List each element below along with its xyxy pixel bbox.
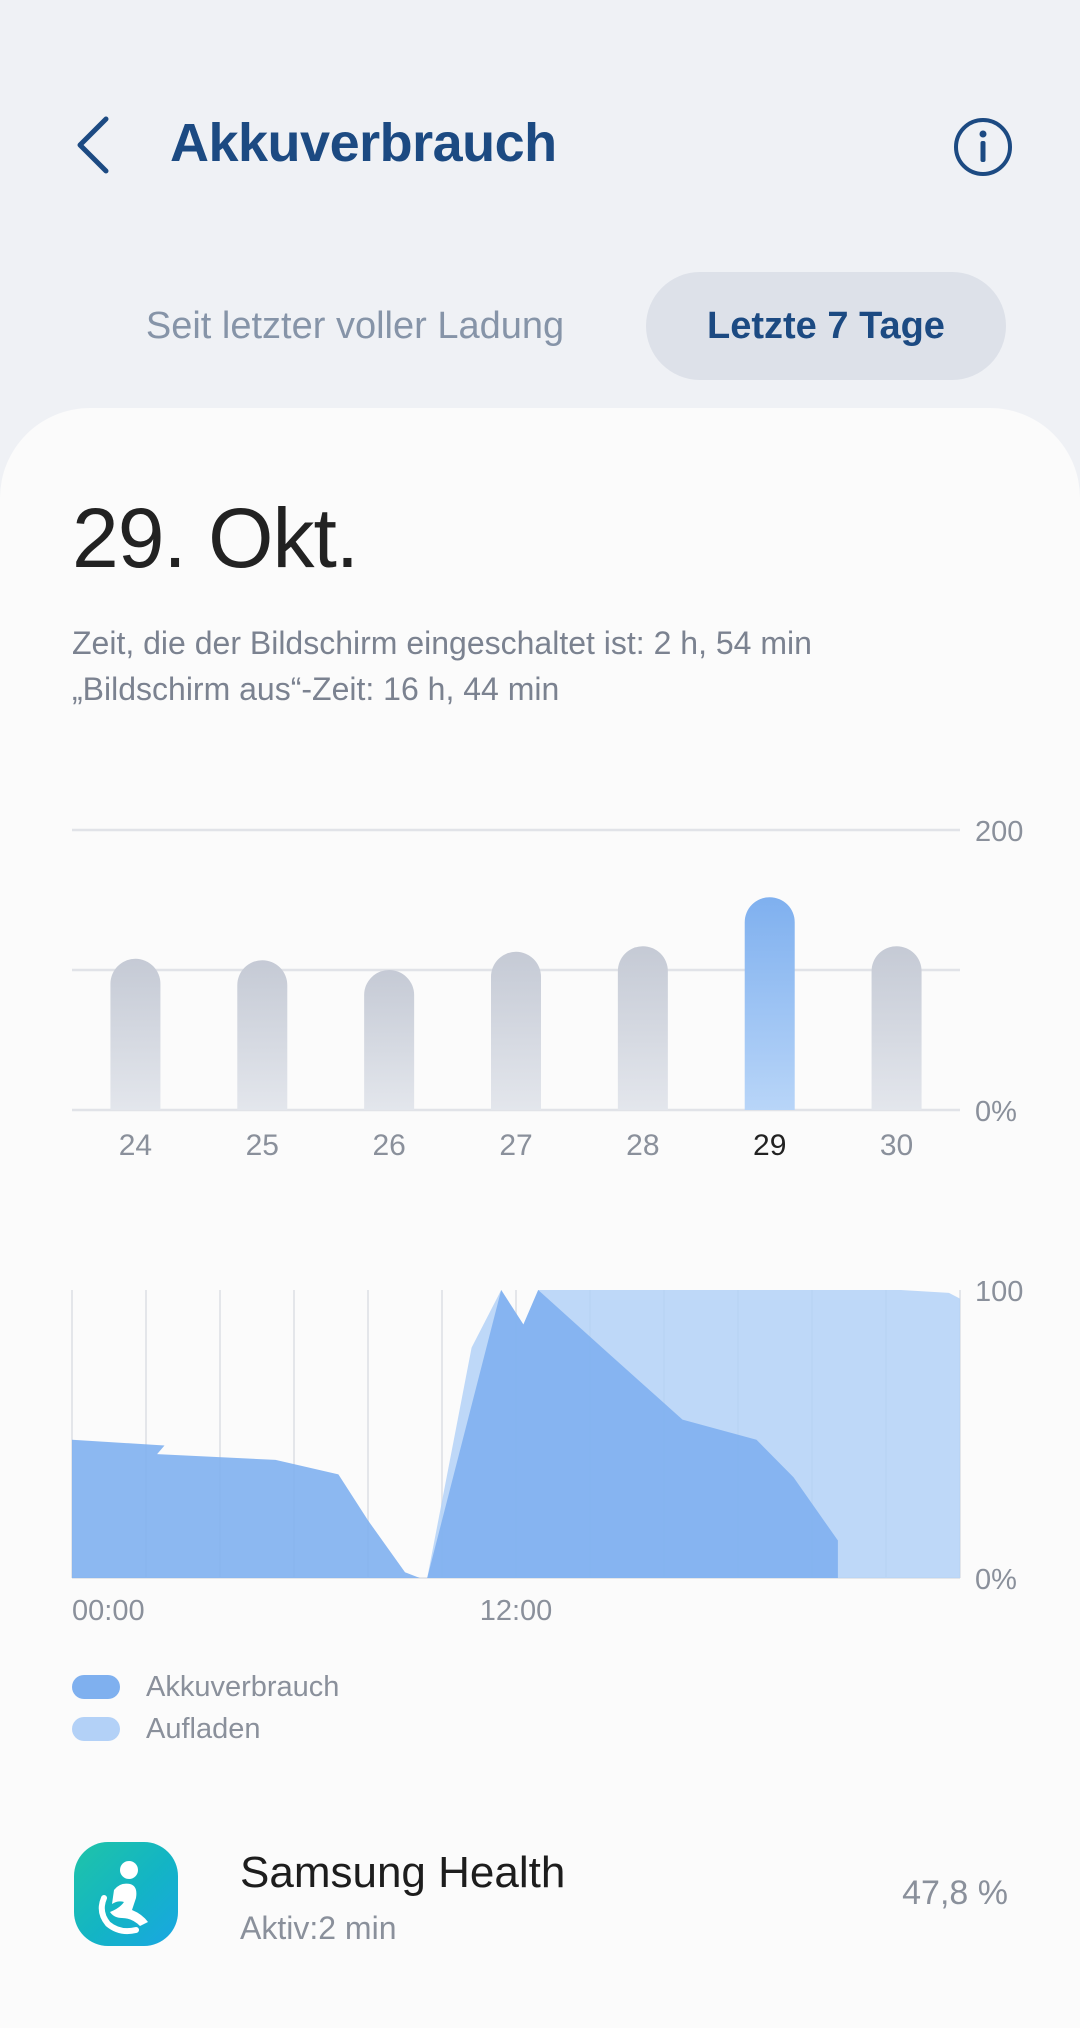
selected-date: 29. Okt.	[72, 491, 359, 585]
bar-x-tick-label: 29	[753, 1129, 786, 1162]
chart-legend: Akkuverbrauch Aufladen	[72, 1666, 339, 1750]
bar-day-26[interactable]	[364, 970, 415, 1110]
screen-off-time: „Bildschirm aus“-Zeit: 16 h, 44 min	[72, 671, 560, 707]
samsung-health-icon	[74, 1842, 178, 1946]
chevron-left-icon	[77, 116, 109, 174]
info-button[interactable]	[952, 116, 1014, 178]
area-y-tick-label: 0%	[975, 1564, 1017, 1596]
legend-item-usage: Akkuverbrauch	[72, 1666, 339, 1708]
tab-last-7-days[interactable]: Letzte 7 Tage	[646, 272, 1006, 380]
bar-y-tick-label: 0%	[975, 1096, 1017, 1128]
usage-card	[0, 408, 1080, 2028]
legend-swatch-charging	[72, 1717, 120, 1741]
area-y-tick-label: 100	[975, 1276, 1023, 1308]
screen-time-stats: Zeit, die der Bildschirm eingeschaltet i…	[72, 620, 812, 712]
bar-day-28[interactable]	[617, 946, 668, 1110]
bar-day-27[interactable]	[491, 951, 541, 1110]
daily-battery-chart: 00:00 12:00 100 0%	[71, 1276, 1023, 1627]
app-name: Samsung Health	[240, 1848, 566, 1897]
area-x-tick-label: 12:00	[480, 1595, 553, 1627]
info-icon	[954, 118, 1012, 176]
app-active-time: Aktiv:2 min	[240, 1910, 397, 1946]
bar-x-tick-label: 30	[880, 1129, 913, 1162]
bar-day-30[interactable]	[871, 946, 922, 1110]
bar-y-tick-label: 200	[975, 816, 1023, 848]
bar-day-25[interactable]	[237, 960, 288, 1110]
back-button[interactable]	[60, 105, 130, 185]
bar-day-24[interactable]	[110, 958, 161, 1110]
app-list-item[interactable]: Samsung Health Aktiv:2 min 47,8 %	[0, 1820, 1080, 1970]
legend-swatch-usage	[72, 1675, 120, 1699]
legend-label-charging: Aufladen	[146, 1712, 261, 1745]
legend-item-charging: Aufladen	[72, 1708, 339, 1750]
tab-since-last-full-charge[interactable]: Seit letzter voller Ladung	[145, 304, 565, 347]
bar-x-tick-label: 25	[246, 1129, 279, 1162]
legend-label-usage: Akkuverbrauch	[146, 1670, 340, 1703]
page-title: Akkuverbrauch	[170, 113, 557, 173]
header: Akkuverbrauch	[0, 0, 1080, 290]
area-x-tick-label: 00:00	[72, 1595, 145, 1627]
bar-x-tick-label: 27	[499, 1129, 532, 1162]
bar-x-tick-label: 28	[626, 1129, 659, 1162]
bar-x-tick-label: 26	[372, 1129, 405, 1162]
bar-x-tick-label: 24	[119, 1129, 152, 1162]
area-series-usage	[72, 1290, 838, 1578]
bar-day-29[interactable]	[744, 897, 795, 1110]
screen-on-time: Zeit, die der Bildschirm eingeschaltet i…	[72, 625, 812, 661]
weekly-usage-chart: 200 0% 24 25 26 27 28 29 30	[72, 816, 1023, 1162]
app-usage-percent: 47,8 %	[902, 1874, 1008, 1912]
